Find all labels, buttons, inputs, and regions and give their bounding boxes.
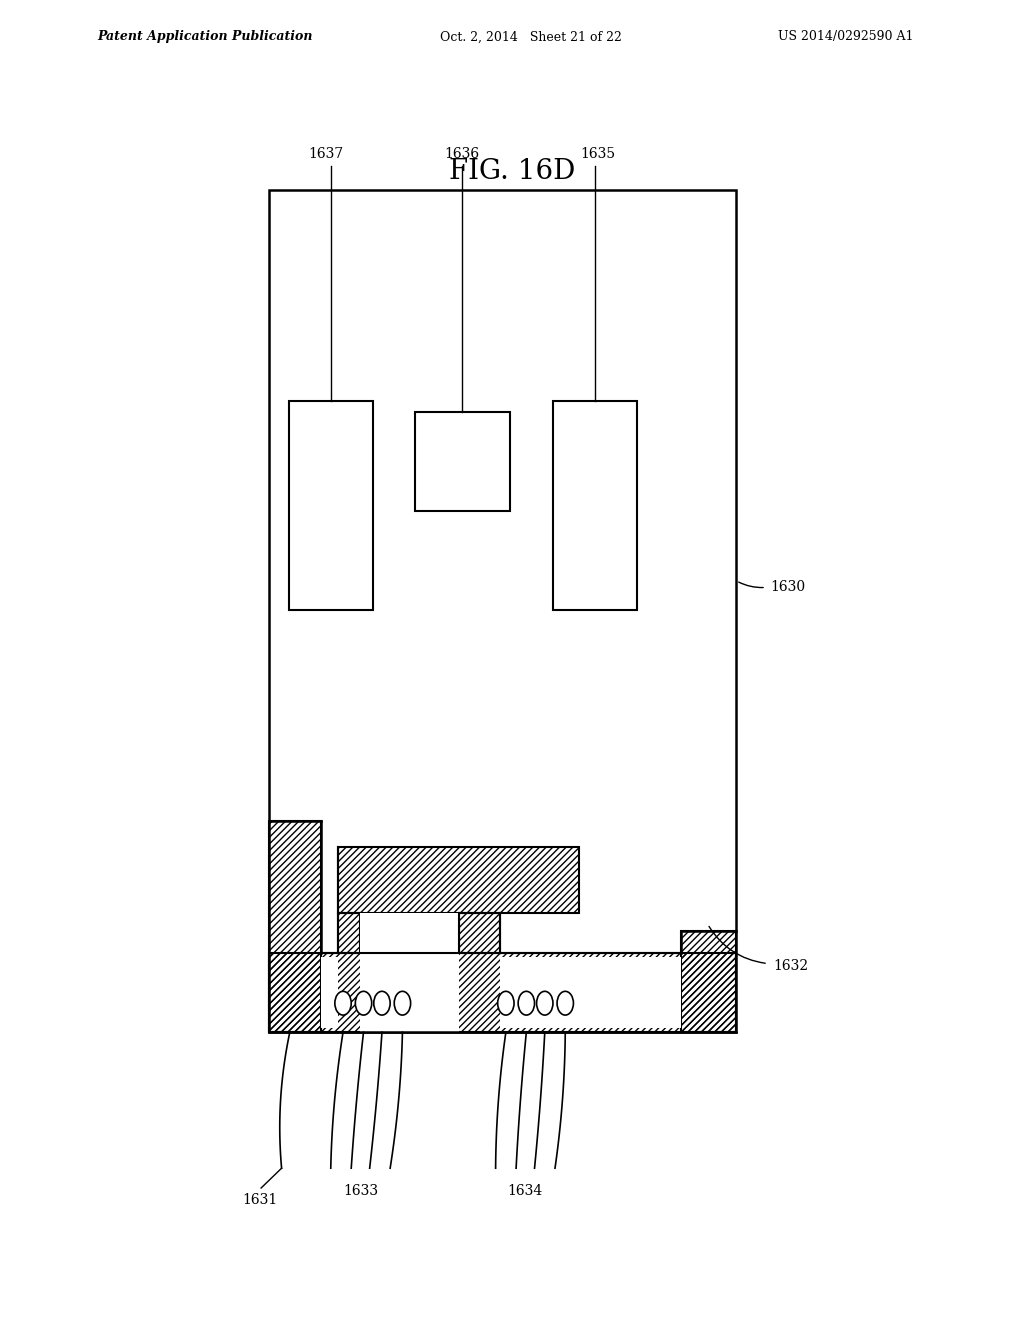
Text: Patent Application Publication: Patent Application Publication (97, 30, 312, 44)
Bar (500, 957, 681, 1028)
Text: 1637: 1637 (308, 147, 343, 161)
Ellipse shape (537, 991, 553, 1015)
Bar (338, 847, 579, 913)
Ellipse shape (374, 991, 390, 1015)
Text: 1633: 1633 (343, 1184, 378, 1199)
Bar (321, 957, 338, 1028)
Text: Oct. 2, 2014   Sheet 21 of 22: Oct. 2, 2014 Sheet 21 of 22 (440, 30, 623, 44)
Text: 1635: 1635 (581, 147, 615, 161)
Bar (269, 190, 736, 1032)
Ellipse shape (518, 991, 535, 1015)
Ellipse shape (355, 991, 372, 1015)
Bar (338, 913, 360, 953)
Text: 1632: 1632 (773, 960, 808, 973)
Ellipse shape (394, 991, 411, 1015)
Text: US 2014/0292590 A1: US 2014/0292590 A1 (778, 30, 913, 44)
Text: 1630: 1630 (770, 581, 805, 594)
Bar (459, 913, 500, 953)
Text: 1631: 1631 (243, 1193, 278, 1208)
Bar (289, 401, 373, 610)
Ellipse shape (335, 991, 351, 1015)
Text: FIG. 16D: FIG. 16D (449, 158, 575, 185)
Ellipse shape (498, 991, 514, 1015)
Ellipse shape (557, 991, 573, 1015)
Text: 1634: 1634 (508, 1184, 543, 1199)
Bar (360, 913, 459, 1032)
Text: 1636: 1636 (444, 147, 480, 161)
Bar (269, 953, 736, 1032)
Bar (553, 401, 637, 610)
Bar (415, 412, 510, 511)
